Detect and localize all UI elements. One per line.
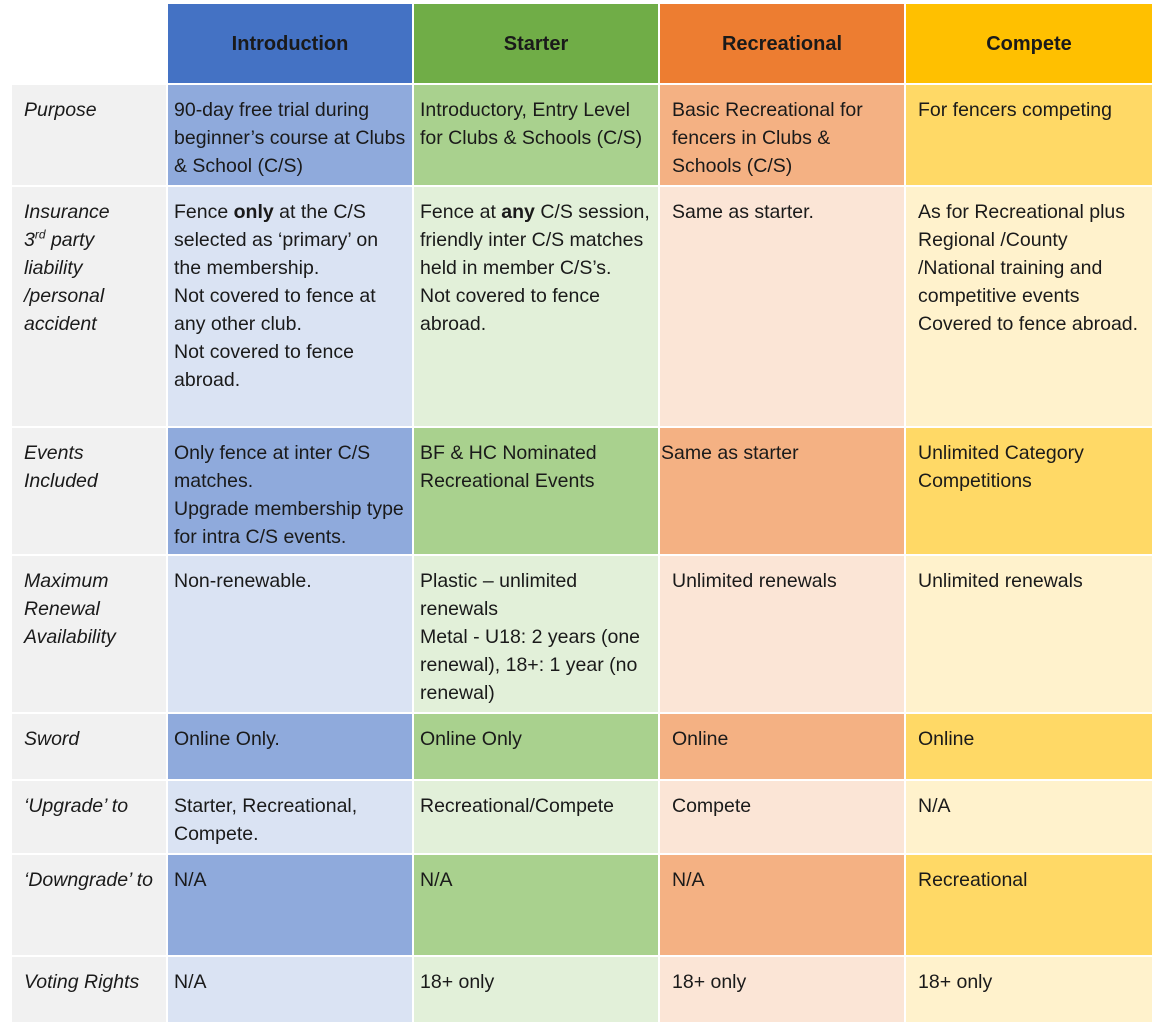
cell-starter: 18+ only [414,957,660,1024]
text-run: Fence at [420,201,502,223]
cell-compete: Online [906,714,1152,781]
cell-recreational: 18+ only [660,957,906,1024]
cell-paragraph: Fence at any C/S session, friendly inter… [420,198,652,282]
cell-compete: Unlimited renewals [906,556,1152,714]
label-line: 3rd party [24,226,160,254]
cell-recreational: Unlimited renewals [660,556,906,714]
header-compete: Compete [906,4,1152,85]
cell-paragraph: Upgrade membership type for intra C/S ev… [174,498,404,548]
header-recreational: Recreational [660,4,906,85]
text-run: C/S session, friendly inter C/S matches … [420,201,650,279]
cell-paragraph: Only fence at inter C/S matches. [174,442,371,492]
cell-starter: N/A [414,855,660,957]
cell-introduction: N/A [168,957,414,1024]
row-purpose: Purpose 90-day free trial during beginne… [12,85,1154,187]
cell-recreational: Compete [660,781,906,855]
cell-recreational: Same as starter [660,428,906,556]
cell-introduction: Fence only at the C/S selected as ‘prima… [168,187,414,428]
row-maximum-renewal: Maximum Renewal Availability Non-renewab… [12,556,1154,714]
row-insurance: Insurance 3rd party liability /personal … [12,187,1154,428]
row-downgrade-to: ‘Downgrade’ to N/A N/A N/A Recreational [12,855,1154,957]
label-line: liability [24,257,83,279]
cell-paragraph: Not covered to fence at any other club. [174,285,376,335]
ordinal-suffix: rd [34,227,46,242]
membership-comparison-table: Introduction Starter Recreational Compet… [12,4,1154,1024]
cell-recreational: N/A [660,855,906,957]
cell-paragraph: Fence only at the C/S selected as ‘prima… [174,198,406,282]
row-label: Purpose [12,85,168,187]
cell-recreational: Same as starter. [660,187,906,428]
cell-compete: N/A [906,781,1152,855]
cell-compete: For fencers competing [906,85,1152,187]
header-corner [12,4,168,85]
cell-compete: 18+ only [906,957,1152,1024]
cell-paragraph: Not covered to fence abroad. [174,341,354,391]
ordinal-number: 3 [24,229,35,251]
cell-paragraph: Metal - U18: 2 years (one renewal), 18+:… [420,626,641,704]
cell-introduction: 90-day free trial during beginner’s cour… [168,85,414,187]
cell-starter: Online Only [414,714,660,781]
row-sword: Sword Online Only. Online Only Online On… [12,714,1154,781]
row-voting-rights: Voting Rights N/A 18+ only 18+ only 18+ … [12,957,1154,1024]
row-label: Insurance 3rd party liability /personal … [12,187,168,428]
text-run: Fence [174,201,234,223]
row-label: Maximum Renewal Availability [12,556,168,714]
cell-compete: Recreational [906,855,1152,957]
header-starter: Starter [414,4,660,85]
row-label: Voting Rights [12,957,168,1024]
cell-introduction: Online Only. [168,714,414,781]
label-text: party [45,229,95,251]
row-label: Sword [12,714,168,781]
bold-run: any [501,201,535,223]
cell-starter: Fence at any C/S session, friendly inter… [414,187,660,428]
cell-recreational: Online [660,714,906,781]
header-row: Introduction Starter Recreational Compet… [12,4,1154,85]
cell-starter: Recreational/Compete [414,781,660,855]
label-line: /personal [24,285,105,307]
row-upgrade-to: ‘Upgrade’ to Starter, Recreational, Comp… [12,781,1154,855]
cell-introduction: N/A [168,855,414,957]
label-line: accident [24,313,97,335]
cell-recreational: Basic Recreational for fencers in Clubs … [660,85,906,187]
cell-paragraph: Covered to fence abroad. [918,313,1139,335]
row-label: ‘Downgrade’ to [12,855,168,957]
row-events-included: Events Included Only fence at inter C/S … [12,428,1154,556]
cell-compete: Unlimited Category Competitions [906,428,1152,556]
row-label: ‘Upgrade’ to [12,781,168,855]
cell-introduction: Starter, Recreational, Compete. [168,781,414,855]
header-introduction: Introduction [168,4,414,85]
bold-run: only [233,201,274,223]
row-label: Events Included [12,428,168,556]
cell-introduction: Non-renewable. [168,556,414,714]
cell-introduction: Only fence at inter C/S matches. Upgrade… [168,428,414,556]
cell-starter: BF & HC Nominated Recreational Events [414,428,660,556]
cell-paragraph: As for Recreational plus Regional /Count… [918,201,1126,307]
cell-starter: Plastic – unlimited renewals Metal - U18… [414,556,660,714]
label-line: Insurance [24,201,110,223]
cell-starter: Introductory, Entry Level for Clubs & Sc… [414,85,660,187]
cell-paragraph: Not covered to fence abroad. [420,285,600,335]
text-run: at the C/S selected as ‘primary’ on the … [174,201,379,279]
cell-compete: As for Recreational plus Regional /Count… [906,187,1152,428]
cell-paragraph: Plastic – unlimited renewals [420,570,578,620]
